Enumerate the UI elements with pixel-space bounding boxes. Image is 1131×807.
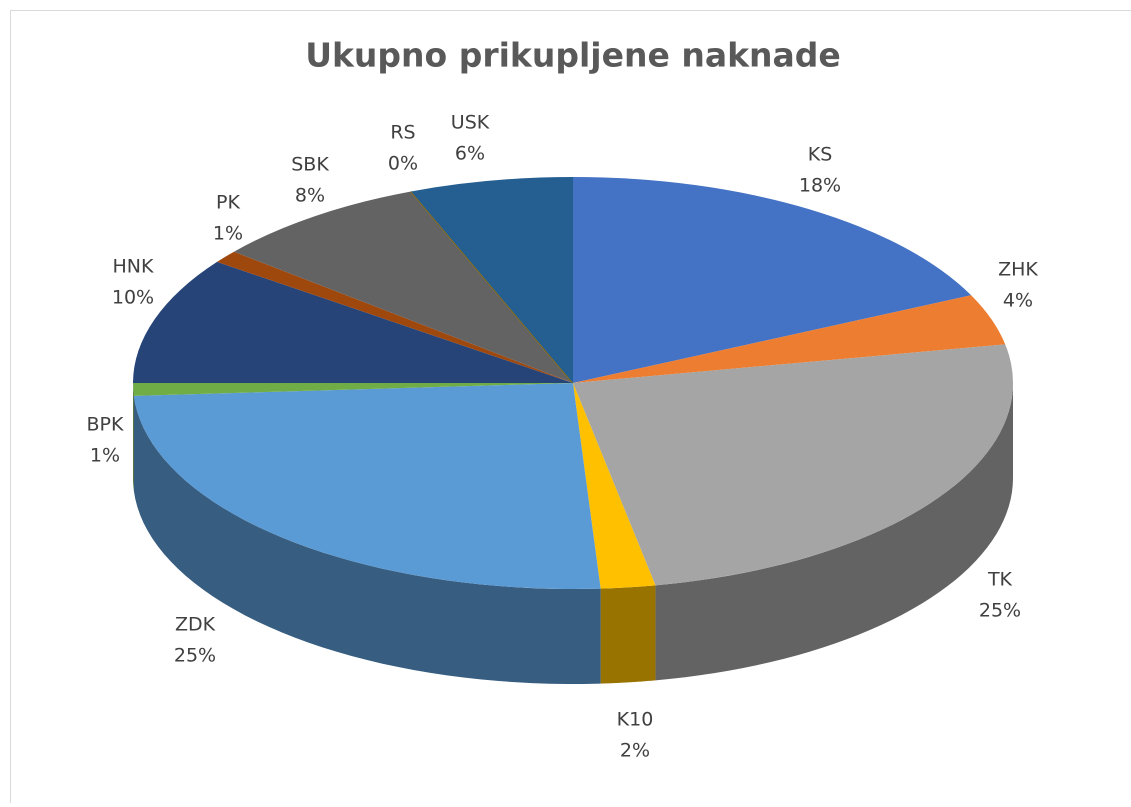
data-label: 6% (455, 143, 485, 165)
data-label: 0% (388, 153, 418, 175)
category-label: SBK (291, 154, 329, 176)
data-label: 1% (213, 223, 243, 245)
category-label: KS (808, 144, 833, 166)
category-label: ZDK (175, 614, 216, 636)
category-label: RS (390, 122, 415, 144)
data-label: 2% (620, 740, 650, 762)
category-label: BPK (87, 414, 124, 436)
category-label: USK (451, 112, 490, 134)
category-label: K10 (617, 709, 654, 731)
slice-side (133, 383, 134, 491)
category-label: HNK (113, 256, 155, 278)
data-label: 18% (799, 175, 841, 197)
data-label: 4% (1003, 290, 1033, 312)
data-label: 8% (295, 185, 325, 207)
category-label: ZHK (998, 259, 1038, 281)
category-label: TK (987, 569, 1013, 591)
data-label: 25% (174, 645, 216, 667)
data-label: 10% (112, 287, 154, 309)
chart-title: Ukupno prikupljene naknade (305, 36, 841, 75)
slice-side (601, 585, 656, 683)
data-label: 1% (90, 445, 120, 467)
category-label: PK (216, 192, 240, 214)
data-label: 25% (979, 600, 1021, 622)
